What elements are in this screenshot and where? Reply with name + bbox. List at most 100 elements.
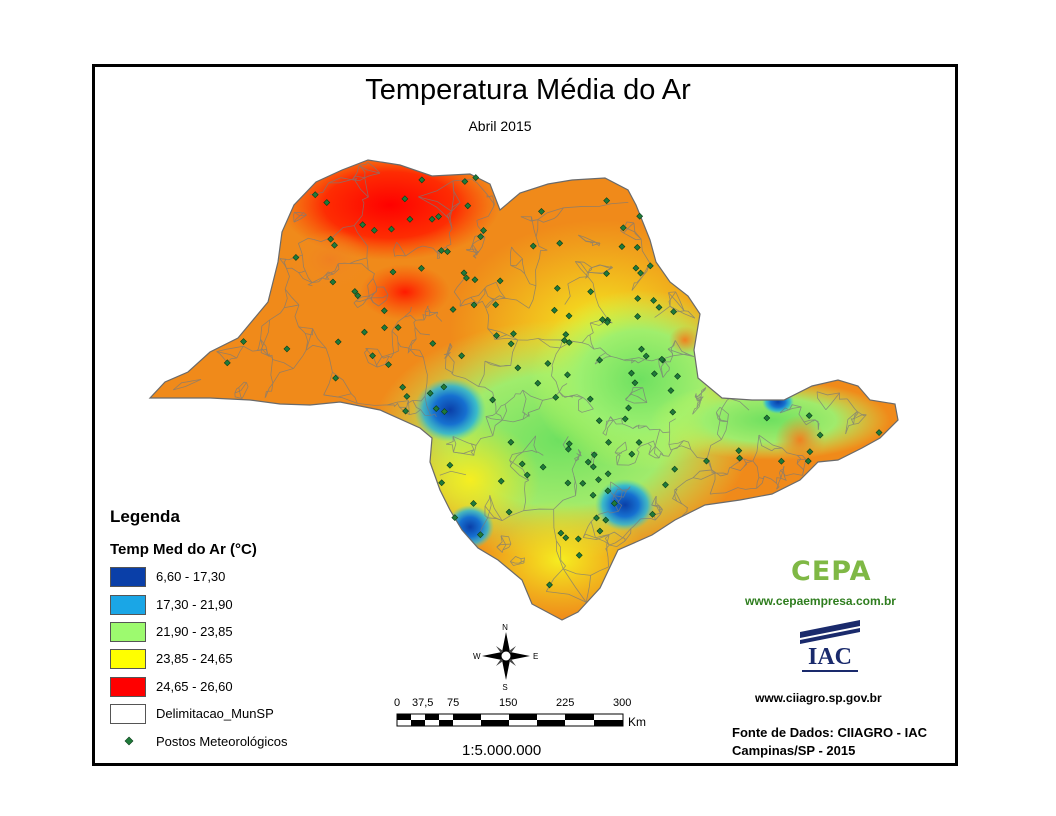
municipal-boundary-segment xyxy=(453,277,466,293)
municipal-boundary-segment xyxy=(355,297,372,302)
municipal-boundary-segment xyxy=(853,414,867,425)
municipal-boundary-segment xyxy=(622,537,626,542)
weather-station-marker xyxy=(669,408,677,416)
municipal-boundary-segment xyxy=(298,326,313,330)
municipal-boundary-segment xyxy=(716,420,722,440)
municipal-boundary-segment xyxy=(664,355,674,363)
municipal-boundary-segment xyxy=(520,216,538,222)
municipal-boundary-segment xyxy=(470,449,475,456)
municipal-boundary-segment xyxy=(332,225,355,238)
municipal-boundary-segment xyxy=(495,412,503,421)
weather-station-marker xyxy=(489,396,497,404)
weather-station-marker xyxy=(610,499,618,507)
municipal-boundary-segment xyxy=(286,267,299,273)
municipal-boundary-segment xyxy=(581,342,595,350)
municipal-boundary-segment xyxy=(408,400,410,415)
municipal-boundary-segment xyxy=(668,291,677,307)
weather-station-marker xyxy=(553,284,561,292)
municipal-boundary-segment xyxy=(562,436,569,449)
municipal-boundary-segment xyxy=(846,398,858,412)
municipal-boundary-segment xyxy=(272,368,294,384)
municipal-boundary-segment xyxy=(647,443,652,455)
weather-station-marker xyxy=(557,529,565,537)
municipal-boundary-segment xyxy=(655,509,663,521)
municipal-boundary-segment xyxy=(502,543,512,551)
municipal-boundary-segment xyxy=(381,352,394,358)
municipal-boundary-segment xyxy=(690,449,708,460)
municipal-boundary-segment xyxy=(302,211,307,216)
municipal-boundary-segment xyxy=(632,425,647,429)
municipal-boundary-segment xyxy=(388,352,395,359)
municipal-boundary-segment xyxy=(617,462,636,466)
municipal-boundary-segment xyxy=(605,352,612,357)
municipal-boundary-segment xyxy=(537,218,555,223)
weather-station-marker xyxy=(650,370,658,378)
municipal-boundary-segment xyxy=(510,246,512,266)
municipal-boundary-segment xyxy=(496,546,504,554)
municipal-boundary-segment xyxy=(663,449,673,457)
municipal-boundary-segment xyxy=(535,257,540,286)
municipal-boundary-segment xyxy=(484,360,500,367)
municipal-boundary-segment xyxy=(418,180,454,198)
municipal-boundary-segment xyxy=(522,389,543,401)
municipal-boundary-segment xyxy=(492,392,497,414)
weather-station-marker xyxy=(638,345,645,353)
municipal-boundary-segment xyxy=(426,306,438,313)
municipal-boundary-segment xyxy=(758,434,772,452)
municipal-boundary-segment xyxy=(674,340,695,357)
weather-station-marker xyxy=(658,355,666,363)
municipal-boundary-segment xyxy=(623,232,642,241)
municipal-boundary-segment xyxy=(560,559,567,569)
scale-unit: Km xyxy=(628,715,646,729)
municipal-boundary-segment xyxy=(535,236,548,251)
weather-station-marker xyxy=(283,345,291,353)
municipal-boundary-segment xyxy=(448,228,453,245)
municipal-boundary-segment xyxy=(674,489,678,502)
municipal-boundary-segment xyxy=(598,201,629,208)
weather-station-marker xyxy=(565,440,573,448)
municipal-boundary-segment xyxy=(366,246,369,258)
municipal-boundary-segment xyxy=(265,383,274,398)
municipal-boundary-segment xyxy=(437,255,441,259)
municipal-boundary-segment xyxy=(816,391,840,396)
weather-station-marker xyxy=(589,463,597,471)
weather-station-marker xyxy=(564,445,572,453)
weather-station-marker xyxy=(703,457,710,465)
municipal-boundary-segment xyxy=(418,196,449,219)
municipal-boundary-segment xyxy=(553,509,557,541)
municipal-boundary-segment xyxy=(694,396,702,402)
weather-station-marker xyxy=(292,254,300,261)
municipal-boundary-segment xyxy=(646,425,660,431)
weather-station-marker xyxy=(579,479,587,487)
municipal-boundary-segment xyxy=(304,333,309,351)
weather-station-marker xyxy=(735,447,743,455)
weather-station-marker xyxy=(327,235,335,243)
cepa-url[interactable]: www.cepaempresa.com.br xyxy=(745,594,896,608)
municipal-boundary-segment xyxy=(515,389,524,395)
weather-station-marker xyxy=(539,463,547,471)
municipal-boundary-segment xyxy=(283,289,288,308)
municipal-boundary-segment xyxy=(721,408,729,422)
municipal-boundary-segment xyxy=(632,357,645,360)
municipal-boundary-segment xyxy=(172,381,187,391)
municipal-boundary-segment xyxy=(304,270,313,283)
municipal-boundary-segment xyxy=(710,492,726,495)
municipal-boundary-segment xyxy=(581,334,590,344)
municipal-boundary-segment xyxy=(670,340,676,356)
weather-station-marker xyxy=(804,457,812,465)
weather-station-marker xyxy=(574,535,582,543)
weather-station-marker xyxy=(562,534,570,542)
municipal-boundary-segment xyxy=(654,429,661,447)
municipal-boundary-segment xyxy=(500,535,512,545)
municipal-boundary-segment xyxy=(475,435,493,446)
weather-station-marker xyxy=(359,221,367,229)
municipal-boundary-segment xyxy=(606,534,610,552)
municipal-boundary-segment xyxy=(267,355,273,360)
municipal-boundary-segment xyxy=(367,278,374,296)
municipal-boundary-segment xyxy=(524,480,529,490)
municipal-boundary-segment xyxy=(325,273,334,280)
iac-url[interactable]: www.ciiagro.sp.gov.br xyxy=(755,691,882,705)
municipal-boundary-segment xyxy=(590,566,609,576)
weather-station-marker xyxy=(595,417,603,425)
municipal-boundary-segment xyxy=(850,418,855,425)
